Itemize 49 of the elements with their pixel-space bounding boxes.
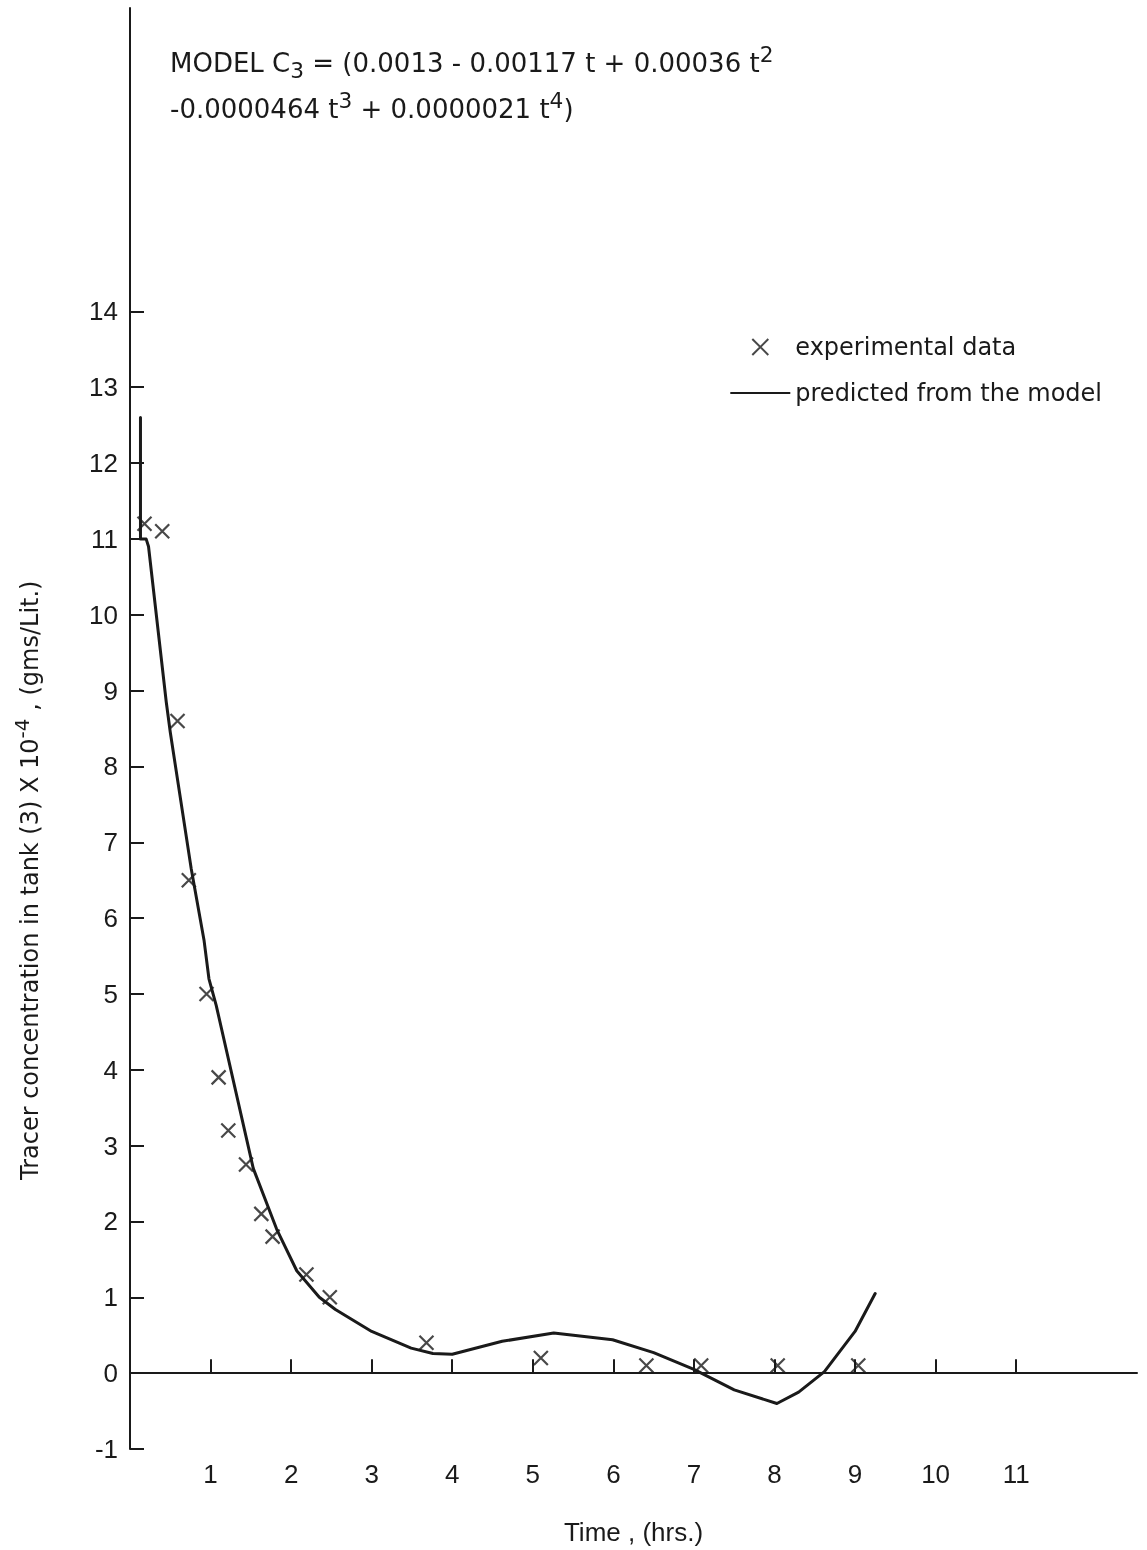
- x-tick-label: 4: [445, 1459, 460, 1489]
- y-tick-label: 7: [103, 827, 118, 858]
- point: [253, 1205, 270, 1222]
- y-tick-label: 14: [89, 296, 118, 327]
- y-tick-label: -1: [94, 1434, 118, 1464]
- y-tick-label: 5: [103, 978, 118, 1009]
- point: [169, 712, 186, 730]
- point: [198, 985, 215, 1003]
- x-tick-label: 7: [686, 1459, 702, 1489]
- x-tick-label: 11: [1002, 1459, 1030, 1489]
- legend-label: experimental data: [795, 333, 1017, 361]
- point: [264, 1228, 281, 1245]
- point: [220, 1122, 237, 1139]
- point: [298, 1266, 315, 1283]
- point: [180, 872, 197, 889]
- point: [850, 1357, 867, 1374]
- y-tick-label: 0: [103, 1358, 118, 1389]
- y-tick-label: 13: [89, 372, 118, 403]
- x-tick-label: 6: [606, 1459, 621, 1489]
- y-tick-label: 10: [89, 599, 118, 630]
- point: [154, 523, 171, 540]
- y-tick-label: 11: [91, 523, 118, 554]
- x-tick-label: 1: [203, 1459, 218, 1489]
- x-tick-label: 8: [767, 1459, 782, 1489]
- y-tick-label: 2: [103, 1206, 118, 1237]
- y-tick-label: 4: [103, 1054, 118, 1085]
- x-tick-label: 10: [921, 1459, 951, 1489]
- point: [693, 1357, 710, 1374]
- point: [321, 1289, 338, 1306]
- x-tick-label: 2: [283, 1459, 299, 1489]
- x-tick-label: 9: [847, 1459, 863, 1489]
- point: [769, 1357, 786, 1374]
- point: [418, 1334, 435, 1351]
- point: [638, 1357, 655, 1374]
- point: [237, 1156, 255, 1173]
- x-tick-label: 3: [364, 1459, 379, 1489]
- y-tick-label: 12: [89, 448, 118, 479]
- point: [532, 1349, 549, 1367]
- y-tick-label: 6: [103, 903, 118, 934]
- point: [136, 515, 153, 532]
- x-tick-label: 5: [525, 1459, 541, 1489]
- x-axis-title: Time , (hrs.): [563, 1517, 704, 1547]
- point: [210, 1069, 227, 1086]
- legend-label: predicted from the model: [795, 379, 1102, 407]
- y-tick-label: 8: [103, 751, 118, 782]
- y-tick-label: 3: [103, 1130, 118, 1161]
- y-tick-label: 1: [103, 1282, 118, 1313]
- text: MODEL C$_{3}$ = (0.0013 - 0.00117 t + 0.00036 t$^{2}$ -0.0000464 t$^{3}$ + 0.0000021 t$^{4}$): [170, 42, 774, 124]
- y-tick-label: 9: [103, 675, 118, 706]
